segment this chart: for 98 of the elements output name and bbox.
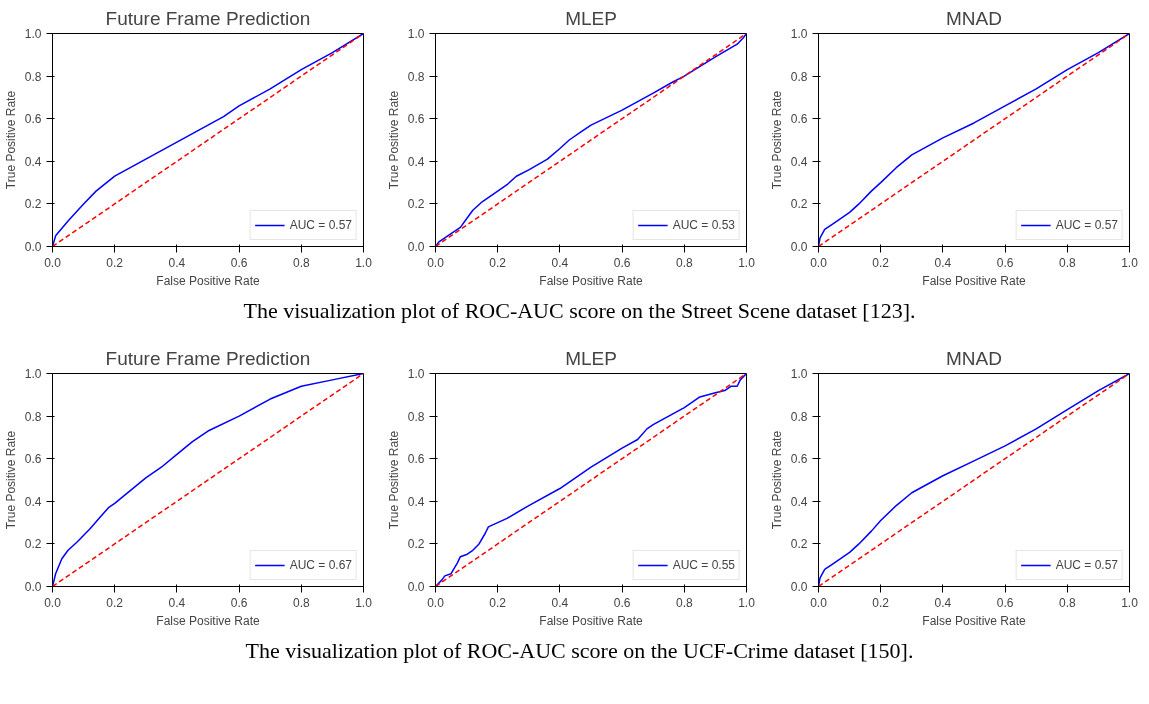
y-tick-label: 1.0 <box>407 367 425 381</box>
x-tick-label: 0.8 <box>675 255 693 270</box>
y-tick-label: 0.0 <box>790 240 808 254</box>
chart-title: MLEP <box>565 7 617 29</box>
y-tick-label: 0.8 <box>407 69 425 84</box>
y-tick-label: 1.0 <box>790 367 808 381</box>
x-tick-label: 0.8 <box>675 595 693 610</box>
y-tick-label: 0.0 <box>24 240 42 254</box>
y-tick-label: 0.6 <box>790 112 808 127</box>
x-tick-label: 0.2 <box>106 255 124 270</box>
x-tick-label: 1.0 <box>738 595 756 610</box>
y-tick-label: 0.4 <box>24 154 42 169</box>
y-tick-label: 0.2 <box>24 537 42 552</box>
x-axis-title: False Positive Rate <box>156 273 261 288</box>
y-axis-title: True Positive Rate <box>386 430 401 530</box>
x-tick-label: 0.6 <box>996 255 1014 270</box>
y-tick-label: 1.0 <box>407 27 425 41</box>
x-tick-label: 0.4 <box>551 595 569 610</box>
x-tick-label: 0.0 <box>810 255 828 270</box>
y-axis-title: True Positive Rate <box>386 90 401 190</box>
x-tick-label: 0.8 <box>1058 595 1076 610</box>
x-axis-title: False Positive Rate <box>922 273 1027 288</box>
chart-title: Future Frame Prediction <box>105 7 311 29</box>
x-axis-title: False Positive Rate <box>922 613 1027 628</box>
x-tick-label: 0.8 <box>1058 255 1076 270</box>
y-tick-label: 0.6 <box>24 112 42 127</box>
text: The visualization plot of ROC-AUC score on the Street Scene dataset [123]. <box>243 297 916 325</box>
legend-label: AUC = 0.55 <box>672 558 735 572</box>
y-tick-label: 0.0 <box>407 240 425 254</box>
y-tick-label: 0.4 <box>407 494 425 509</box>
x-tick-label: 0.4 <box>168 595 186 610</box>
x-tick-label: 0.6 <box>996 595 1014 610</box>
y-tick-label: 0.4 <box>790 494 808 509</box>
y-tick-label: 0.6 <box>24 452 42 467</box>
chart-title: MLEP <box>565 347 617 369</box>
y-tick-label: 1.0 <box>24 27 42 41</box>
x-tick-label: 0.8 <box>292 595 310 610</box>
y-tick-label: 0.2 <box>24 197 42 212</box>
y-tick-label: 0.2 <box>790 537 808 552</box>
y-tick-label: 0.2 <box>407 197 425 212</box>
x-tick-label: 0.0 <box>427 595 445 610</box>
x-tick-label: 1.0 <box>738 255 756 270</box>
x-tick-label: 1.0 <box>1121 595 1139 610</box>
y-tick-label: 1.0 <box>790 27 808 41</box>
x-axis-title: False Positive Rate <box>156 613 261 628</box>
chart-title: MNAD <box>946 7 1002 29</box>
legend-label: AUC = 0.57 <box>289 218 352 232</box>
legend-label: AUC = 0.57 <box>1055 558 1118 572</box>
x-tick-label: 0.4 <box>934 255 952 270</box>
legend-label: AUC = 0.53 <box>672 218 735 232</box>
legend-label: AUC = 0.67 <box>289 558 352 572</box>
legend-label: AUC = 0.57 <box>1055 218 1118 232</box>
x-tick-label: 0.2 <box>872 255 890 270</box>
x-axis-title: False Positive Rate <box>539 613 644 628</box>
x-tick-label: 0.4 <box>168 255 186 270</box>
x-tick-label: 0.2 <box>489 255 507 270</box>
y-tick-label: 0.8 <box>790 409 808 424</box>
y-tick-label: 0.2 <box>407 537 425 552</box>
x-tick-label: 0.4 <box>551 255 569 270</box>
y-tick-label: 0.8 <box>407 409 425 424</box>
y-tick-label: 0.8 <box>790 69 808 84</box>
x-tick-label: 1.0 <box>355 255 373 270</box>
y-tick-label: 0.0 <box>24 580 42 594</box>
y-tick-label: 0.4 <box>407 154 425 169</box>
y-axis-title: True Positive Rate <box>769 90 784 190</box>
y-tick-label: 0.4 <box>790 154 808 169</box>
text: The visualization plot of ROC-AUC score on the UCF-Crime dataset [150]. <box>245 637 914 665</box>
x-axis-title: False Positive Rate <box>539 273 644 288</box>
y-axis-title: True Positive Rate <box>3 430 18 530</box>
y-tick-label: 0.4 <box>24 494 42 509</box>
x-tick-label: 1.0 <box>355 595 373 610</box>
chart-title: Future Frame Prediction <box>105 347 311 369</box>
x-tick-label: 0.0 <box>810 595 828 610</box>
y-tick-label: 0.0 <box>790 580 808 594</box>
y-tick-label: 1.0 <box>24 367 42 381</box>
x-tick-label: 0.2 <box>489 595 507 610</box>
x-tick-label: 0.0 <box>44 595 62 610</box>
x-tick-label: 0.6 <box>613 255 631 270</box>
x-tick-label: 0.8 <box>292 255 310 270</box>
x-tick-label: 1.0 <box>1121 255 1139 270</box>
x-tick-label: 0.2 <box>872 595 890 610</box>
x-tick-label: 0.0 <box>427 255 445 270</box>
y-axis-title: True Positive Rate <box>3 90 18 190</box>
y-tick-label: 0.0 <box>407 580 425 594</box>
y-tick-label: 0.8 <box>24 69 42 84</box>
chart-title: MNAD <box>946 347 1002 369</box>
x-tick-label: 0.4 <box>934 595 952 610</box>
y-tick-label: 0.8 <box>24 409 42 424</box>
y-tick-label: 0.6 <box>407 112 425 127</box>
y-tick-label: 0.6 <box>407 452 425 467</box>
y-axis-title: True Positive Rate <box>769 430 784 530</box>
x-tick-label: 0.6 <box>230 595 248 610</box>
x-tick-label: 0.2 <box>106 595 124 610</box>
x-tick-label: 0.0 <box>44 255 62 270</box>
x-tick-label: 0.6 <box>230 255 248 270</box>
y-tick-label: 0.6 <box>790 452 808 467</box>
y-tick-label: 0.2 <box>790 197 808 212</box>
x-tick-label: 0.6 <box>613 595 631 610</box>
